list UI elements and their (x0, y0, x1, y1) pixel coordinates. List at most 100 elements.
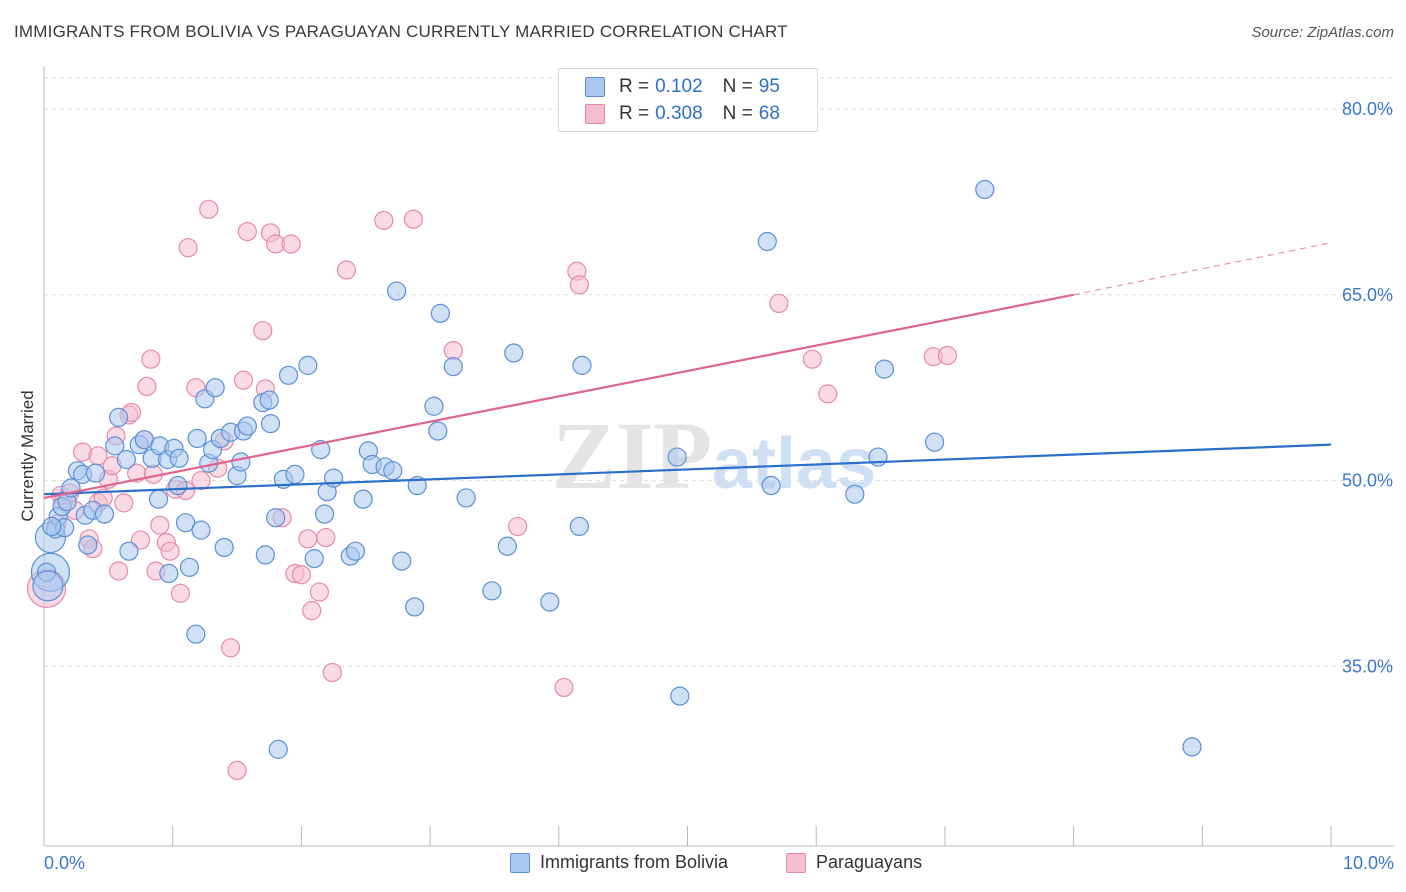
bolivia-point (874, 359, 895, 379)
y-tick-label: 50.0% (1342, 471, 1393, 491)
bolivia-point (186, 624, 206, 644)
bolivia-point (975, 179, 995, 200)
bolivia-point (105, 436, 125, 456)
bolivia-point (845, 484, 865, 504)
bolivia-point (345, 541, 366, 561)
y-tick-label: 35.0% (1342, 656, 1393, 676)
bolivia-point (268, 739, 288, 759)
bottom-legend-swatch-bolivia (510, 852, 530, 873)
paraguayans-point (403, 209, 423, 229)
watermark: ZIP atlas (552, 402, 876, 509)
y-axis-title: Currently Married (18, 390, 37, 522)
paraguayans-point (114, 493, 134, 513)
trend-line-paraguayans-extension (1073, 242, 1332, 296)
bolivia-point (255, 545, 275, 565)
legend-n-label: N = (722, 76, 753, 97)
y-tick-label: 80.0% (1342, 99, 1393, 119)
series-bolivia (30, 179, 1202, 759)
paraguayans-point (178, 238, 198, 258)
bolivia-point (85, 463, 106, 483)
bolivia-point (278, 365, 299, 385)
bolivia-point (119, 541, 139, 561)
bolivia-point (925, 432, 945, 452)
paraguayans-point (150, 515, 170, 535)
bottom-legend-paraguayans: Paraguayans (786, 852, 922, 873)
bolivia-point (175, 513, 196, 533)
x-tick-label: 10.0% (1343, 853, 1394, 873)
paraguayans-point (141, 349, 161, 369)
bolivia-point (304, 549, 324, 569)
bolivia-point (266, 508, 286, 528)
bolivia-point (109, 407, 129, 428)
legend-r-value: 0.308 (655, 103, 703, 124)
legend-r-value: 0.102 (655, 76, 703, 97)
bolivia-point (78, 535, 98, 555)
paraguayans-point (298, 529, 318, 549)
paraguayans-point (227, 760, 247, 781)
bolivia-point (392, 551, 412, 571)
bottom-legend: Immigrants from Bolivia Paraguayans (0, 852, 1406, 876)
chart-title: IMMIGRANTS FROM BOLIVIA VS PARAGUAYAN CU… (14, 22, 788, 41)
bolivia-point (214, 537, 234, 558)
paraguayans-point (281, 234, 301, 254)
bolivia-point (569, 516, 589, 537)
paraguayans-point (336, 260, 357, 280)
paraguayans-point (88, 446, 108, 466)
bolivia-point (670, 686, 690, 706)
bolivia-point (405, 597, 425, 617)
paraguayans-point (554, 677, 574, 698)
bolivia-point (32, 570, 64, 602)
paraguayans-point (291, 565, 311, 585)
paraguayans-point (818, 384, 838, 404)
legend-row-paraguayans: R = 0.308 N = 68 (585, 102, 780, 126)
paraguayans-point (322, 662, 342, 683)
bolivia-point (761, 475, 781, 496)
bolivia-point (482, 581, 502, 601)
bolivia-point (456, 488, 476, 508)
bolivia-point (42, 516, 62, 537)
y-tick-label: 65.0% (1342, 285, 1393, 305)
paraguayans-point (569, 275, 589, 295)
bolivia-point (497, 536, 517, 556)
paraguayans-point (191, 470, 211, 491)
bottom-legend-label-paraguayans: Paraguayans (816, 852, 923, 872)
bolivia-point (168, 475, 188, 496)
bolivia-point (231, 452, 251, 472)
legend-box: R = 0.102 N = 95 R = 0.308 N = 68 (558, 68, 818, 132)
bolivia-point (260, 414, 281, 434)
paraguayans-point (109, 561, 129, 581)
bolivia-point (1182, 737, 1202, 757)
bolivia-point (191, 520, 211, 540)
axes (43, 66, 1394, 847)
paraguayans-point (316, 527, 336, 548)
paraguayans-point (937, 345, 958, 366)
source-label: Source: ZipAtlas.com (1251, 24, 1394, 41)
paraguayans-point (137, 376, 157, 397)
paraguayans-point (802, 349, 822, 369)
bolivia-point (443, 357, 463, 377)
paraguayans-point (309, 582, 330, 602)
bolivia-point (205, 378, 225, 398)
bolivia-point (285, 464, 305, 484)
bottom-legend-bolivia: Immigrants from Bolivia (510, 852, 728, 873)
bolivia-point (540, 592, 560, 612)
legend-n-value: 68 (758, 103, 780, 124)
trend-line-bolivia (43, 443, 1332, 496)
paraguayans-point (160, 541, 180, 561)
legend-n-label: N = (722, 103, 753, 124)
bolivia-point (504, 343, 524, 363)
paraguayans-point (221, 638, 241, 658)
paraguayans-point (199, 199, 219, 219)
legend-row-bolivia: R = 0.102 N = 95 (585, 75, 780, 99)
paraguayans-point (237, 222, 257, 242)
legend-n-value: 95 (758, 76, 780, 97)
bolivia-point (179, 557, 200, 577)
bolivia-point (148, 489, 169, 509)
bolivia-point (424, 396, 444, 416)
legend-swatch-bolivia (585, 77, 605, 97)
paraguayans-point (302, 601, 322, 621)
legend-swatch-paraguayans (585, 104, 605, 124)
bolivia-point (159, 563, 179, 584)
paraguayans-point (233, 370, 254, 390)
